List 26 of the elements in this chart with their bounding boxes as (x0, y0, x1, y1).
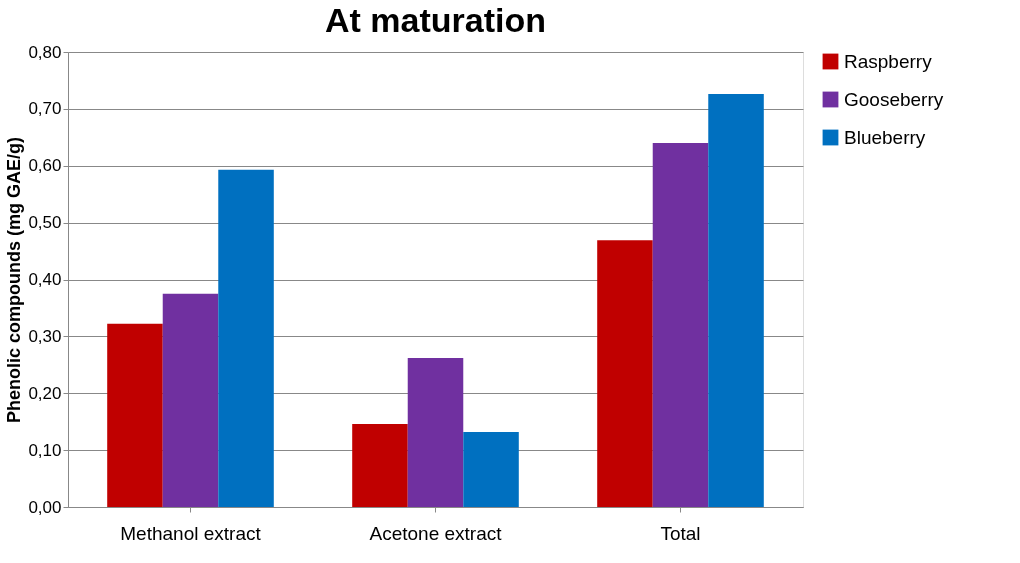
bar (407, 357, 464, 507)
legend-label: Blueberry (844, 126, 926, 148)
bar (597, 240, 653, 507)
y-axis-title: Phenolic compounds (mg GAE/g) (4, 136, 25, 424)
bar (162, 293, 219, 507)
x-tick-label: Total (660, 522, 701, 544)
legend-label: Raspberry (844, 50, 933, 72)
y-tick-label: 0,30 (28, 326, 62, 346)
x-tick-label: Methanol extract (120, 522, 262, 544)
chart-title: At maturation (325, 1, 546, 39)
y-tick-label: 0,70 (28, 99, 62, 119)
legend-label: Gooseberry (844, 88, 944, 110)
y-tick-label: 0,10 (28, 440, 62, 460)
y-tick-label: 0,60 (28, 156, 62, 176)
y-tick-label: 0,40 (28, 270, 62, 289)
bar (218, 169, 274, 507)
y-tick-label: 0,80 (28, 42, 62, 62)
bar (463, 431, 519, 507)
bar (652, 143, 709, 507)
y-tick-label: 0,00 (28, 497, 62, 517)
x-tick-label: Acetone extract (369, 522, 503, 544)
bar (352, 423, 408, 507)
bar (107, 323, 163, 507)
y-tick-label: 0,20 (28, 383, 62, 403)
bar (708, 94, 764, 507)
y-tick-label: 0,50 (28, 213, 62, 233)
